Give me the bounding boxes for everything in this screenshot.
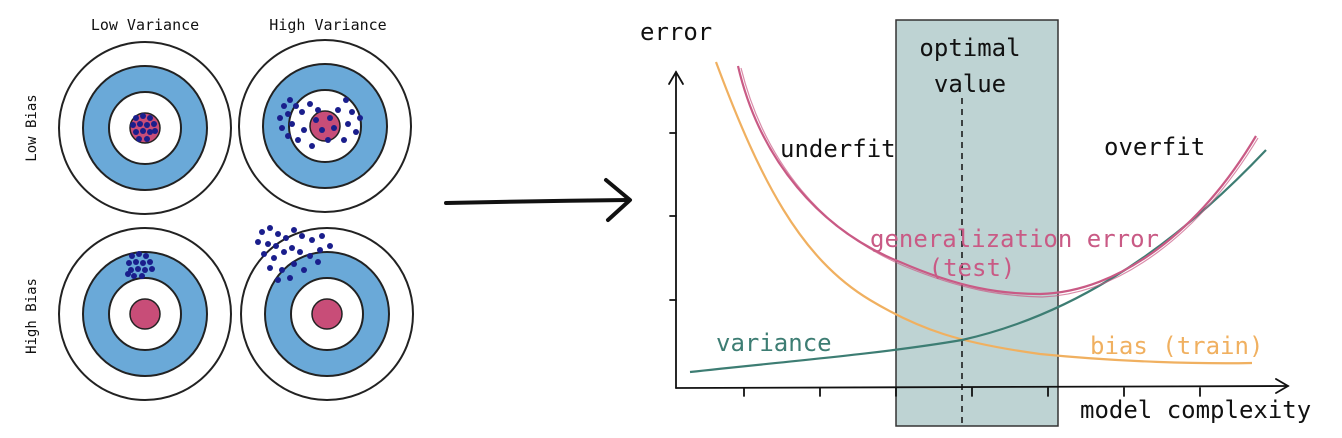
- row-label-high-bias: High Bias: [24, 278, 40, 354]
- underfit-label: underfit: [780, 135, 896, 163]
- bias-variance-plot: error model complexity optimal value und…: [640, 18, 1311, 427]
- generalization-curve-sketch: [740, 67, 1259, 298]
- optimal-label-line1: optimal: [919, 34, 1020, 62]
- generalization-label-line2: (test): [929, 254, 1016, 282]
- bias-label: bias (train): [1090, 332, 1263, 360]
- optimal-band: [895, 19, 1059, 427]
- target-high-bias-low-variance: [58, 227, 232, 401]
- generalization-label-line1: generalization error: [870, 225, 1159, 253]
- row-label-low-bias: Low Bias: [24, 94, 40, 161]
- target-low-bias-low-variance: [58, 41, 232, 215]
- y-axis-label: error: [640, 18, 712, 46]
- variance-label: variance: [716, 329, 832, 357]
- dot-cluster: [125, 251, 155, 279]
- target-high-bias-high-variance: [240, 225, 414, 401]
- bias-curve: [714, 61, 1253, 365]
- right-arrow-icon: [444, 178, 632, 222]
- col-label-low-variance: Low Variance: [91, 16, 199, 34]
- optimal-label-line2: value: [934, 70, 1006, 98]
- dot-cluster: [130, 113, 158, 142]
- overfit-label: overfit: [1104, 133, 1205, 161]
- col-label-high-variance: High Variance: [269, 16, 386, 34]
- axes: [668, 70, 1290, 397]
- target-low-bias-high-variance: [238, 39, 412, 213]
- x-axis-label: model complexity: [1080, 396, 1311, 424]
- targets-grid: Low Variance High Variance Low Bias High…: [24, 16, 414, 401]
- generalization-curve: [736, 65, 1257, 296]
- dot-cluster: [255, 225, 333, 283]
- dot-cluster: [277, 97, 363, 149]
